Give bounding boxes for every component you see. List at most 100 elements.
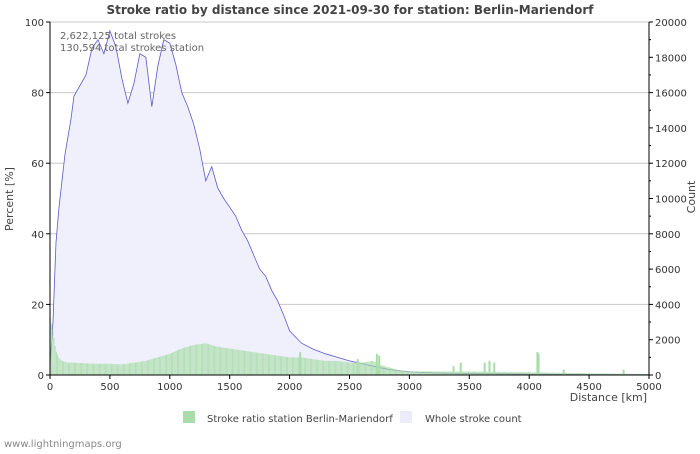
y-right-tick-label: 20000 [655,18,687,29]
ratio-bar [506,371,508,375]
ratio-bar [487,371,489,375]
ratio-bar [90,363,92,375]
legend-label-whole-count: Whole stroke count [425,414,522,425]
ratio-bar [353,362,354,375]
ratio-bar [407,371,408,375]
ratio-bar [547,372,548,375]
ratio-bar [129,363,130,375]
ratio-bar [245,350,247,375]
ratio-bar [250,351,251,375]
y-right-tick-label: 8000 [655,230,680,241]
ratio-bar [583,373,584,375]
ratio-bar [610,373,612,375]
ratio-bar [296,357,298,375]
ratio-bar [162,355,164,375]
ratio-bar [70,362,72,375]
whole-stroke-count-area [49,29,650,376]
ratio-bar [565,372,566,375]
ratio-bar [302,357,304,375]
ratio-bar [270,354,272,375]
ratio-bar [574,372,576,375]
y-right-tick-label: 12000 [655,159,687,170]
ratio-bar [586,373,588,375]
ratio-bar [303,357,305,375]
ratio-bar [571,372,572,375]
ratio-bar [446,371,448,375]
ratio-bar [345,362,347,375]
ratio-bar [544,372,546,375]
ratio-bar [595,373,596,375]
ratio-bar [264,353,266,375]
ratio-bar [466,371,468,375]
ratio-bar [123,364,124,375]
ratio-bar [181,348,183,375]
ratio-bar [314,359,316,375]
ratio-bar [432,371,433,375]
ratio-bar [561,372,563,375]
ratio-bar [274,355,275,375]
ratio-bar [194,344,196,375]
ratio-bar [221,347,223,375]
ratio-bar [498,371,499,375]
ratio-bar [277,355,279,375]
ratio-bar [442,371,444,375]
ratio-bar [573,372,575,375]
ratio-bar [555,372,557,375]
ratio-bar [427,371,429,375]
ratio-bar [196,344,197,375]
ratio-bar [256,352,257,375]
ratio-bar [292,357,293,375]
ratio-bar [617,373,619,375]
ratio-bar [393,368,395,375]
ratio-bar [234,349,236,375]
ratio-bar [499,371,501,375]
ratio-bar [507,371,509,375]
ratio-bar [350,362,352,375]
ratio-bar [333,360,335,375]
ratio-bar [212,345,214,375]
ratio-bar [397,369,399,375]
y-left-tick-label: 100 [25,18,44,29]
ratio-bar [367,361,369,375]
ratio-bar [81,363,82,375]
ratio-bar [283,356,285,375]
ratio-bar [188,346,190,375]
ratio-bar [87,363,88,375]
ratio-bar [543,372,545,375]
ratio-bar [480,371,481,375]
ratio-bar [522,372,523,375]
ratio-bar [581,373,583,375]
ratio-bar [294,357,296,375]
ratio-bar [396,369,398,375]
ratio-bar [451,371,453,375]
ratio-bar [435,371,437,375]
ratio-bar [621,373,623,375]
ratio-bar [82,363,84,375]
ratio-bar [309,358,311,375]
ratio-bar [516,372,517,375]
area-fill [50,30,649,375]
ratio-bar [232,348,233,375]
ratio-bar [395,369,396,375]
ratio-bar [57,354,58,375]
ratio-bar [542,372,544,375]
ratio-bar [579,373,581,375]
ratio-bar [180,348,182,375]
ratio-bar [351,362,353,375]
ratio-bar [203,343,205,375]
ratio-bar [599,373,601,375]
y-left-tick-label: 60 [31,159,44,170]
ratio-bar [421,371,423,375]
ratio-bar [331,360,333,375]
footer-credit: www.lightningmaps.org [4,439,122,450]
ratio-bar [324,360,326,375]
ratio-bar [233,349,235,375]
ratio-bar [533,372,535,375]
legend-swatch-whole-count [400,411,412,423]
y-right-tick-label: 0 [655,371,661,382]
legend: Stroke ratio station Berlin-Mariendorf W… [183,411,522,425]
ratio-bar [619,373,620,375]
ratio-bar [102,363,104,375]
ratio-bar [224,347,226,375]
ratio-bar [265,353,267,375]
